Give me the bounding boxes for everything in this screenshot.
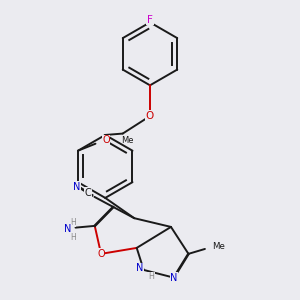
Text: H: H: [70, 232, 76, 242]
Text: H: H: [70, 218, 76, 227]
Text: Me: Me: [121, 136, 133, 145]
Text: O: O: [146, 111, 154, 121]
Text: F: F: [147, 15, 153, 25]
Text: H: H: [148, 272, 154, 281]
Text: C: C: [85, 188, 92, 198]
Text: N: N: [170, 273, 178, 283]
Text: N: N: [136, 263, 143, 273]
Text: N: N: [73, 182, 81, 192]
Text: Me: Me: [212, 242, 225, 251]
Text: O: O: [102, 135, 110, 145]
Text: O: O: [97, 249, 105, 259]
Text: N: N: [64, 224, 71, 234]
